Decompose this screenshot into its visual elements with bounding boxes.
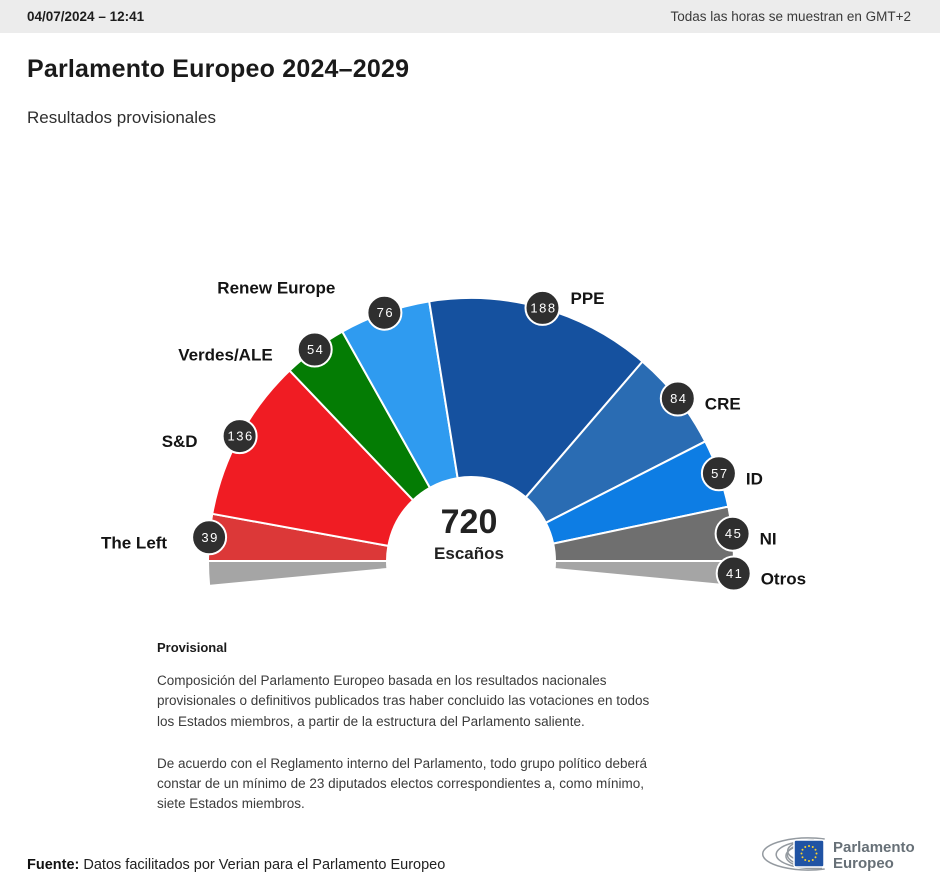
seat-count-badge-the-left[interactable]	[191, 519, 228, 556]
badges-layer: 39 136 54 76 188 84 57 45 41	[191, 289, 752, 592]
group-label-s-d: S&D	[162, 432, 198, 451]
eu-star	[800, 852, 803, 855]
eu-star	[804, 859, 807, 861]
labels-layer: The Left S&D Verdes/ALE Renew Europe PPE CRE I…	[101, 279, 806, 589]
seat-count-badge-s-d[interactable]	[221, 418, 258, 455]
eu-star	[801, 848, 804, 851]
seat-count-badge-otros[interactable]	[715, 555, 752, 592]
seat-count-badge-ni[interactable]	[714, 515, 751, 552]
seat-count-cre: 84	[670, 391, 687, 406]
eu-flag-icon	[793, 839, 825, 868]
seats-hemicycle-chart: 39 136 54 76 188 84 57 45 41 The Left S&D Verdes/A…	[101, 279, 806, 592]
segment-otros[interactable]	[553, 560, 736, 587]
logo-text-line2: Europeo	[833, 855, 894, 872]
seat-count-renew-europe: 76	[377, 305, 394, 320]
total-seats-number: 720	[441, 503, 498, 541]
segment-s-d[interactable]	[211, 369, 415, 547]
seat-count-the-left: 39	[201, 530, 218, 545]
wedges-layer	[206, 297, 736, 587]
eu-star	[808, 860, 810, 862]
eu-star	[815, 852, 818, 855]
source-text: Datos facilitados por Verian para el Par…	[79, 857, 446, 873]
seat-count-badge-renew-europe[interactable]	[366, 294, 403, 331]
eu-star	[801, 856, 804, 859]
page-title: Parlamento Europeo 2024–2029	[27, 55, 410, 83]
group-label-otros: Otros	[761, 570, 806, 589]
eu-star	[811, 846, 814, 848]
hemicycle-chart-area: 39 136 54 76 188 84 57 45 41 The Left S&D Verdes/A…	[0, 270, 940, 600]
seat-count-ppe: 188	[530, 300, 556, 315]
notes-heading: Provisional	[157, 640, 228, 655]
segment-otros-left[interactable]	[206, 560, 389, 587]
timezone-note: Todas las horas se muestran en GMT+2	[670, 9, 912, 24]
european-parliament-logo: Parlamento Europeo	[761, 837, 915, 872]
seat-count-badge-verdes-ale[interactable]	[296, 331, 333, 368]
notes-paragraph-1: Composición del Parlamento Europeo basad…	[157, 673, 650, 729]
seat-count-badge-id[interactable]	[700, 455, 737, 492]
eu-star	[804, 846, 807, 848]
group-label-renew-europe: Renew Europe	[217, 279, 335, 298]
source-label: Fuente:	[27, 857, 80, 873]
top-bar: 04/07/2024 – 12:41 Todas las horas se mu…	[0, 0, 940, 33]
seat-count-id: 57	[711, 466, 728, 481]
last-update-datetime: 04/07/2024 – 12:41	[27, 9, 145, 24]
source-line: Fuente: Datos facilitados por Verian par…	[27, 857, 445, 873]
total-seats-caption: Escaños	[434, 544, 504, 563]
group-label-ni: NI	[760, 530, 777, 549]
notes-paragraph-2: De acuerdo con el Reglamento interno del…	[157, 755, 648, 812]
eu-star	[814, 848, 817, 851]
eu-star	[811, 859, 814, 861]
group-label-verdes-ale: Verdes/ALE	[178, 346, 273, 365]
seat-count-verdes-ale: 54	[307, 342, 324, 357]
logo-text-line1: Parlamento	[833, 839, 915, 856]
group-label-the-left: The Left	[101, 533, 167, 552]
seat-count-s-d: 136	[227, 429, 253, 444]
notes-block: Provisional Composición del Parlamento E…	[157, 640, 669, 815]
eu-star	[814, 856, 817, 859]
group-label-cre: CRE	[705, 395, 741, 414]
group-label-ppe: PPE	[571, 289, 605, 308]
seat-count-badge-cre[interactable]	[659, 380, 696, 417]
seat-count-ni: 45	[725, 526, 742, 541]
page-subtitle: Resultados provisionales	[27, 108, 216, 127]
seat-count-badge-ppe[interactable]	[524, 289, 561, 326]
segment-ppe[interactable]	[428, 297, 644, 499]
group-label-id: ID	[746, 469, 763, 488]
eu-star	[808, 845, 810, 847]
seat-count-otros: 41	[726, 566, 743, 581]
